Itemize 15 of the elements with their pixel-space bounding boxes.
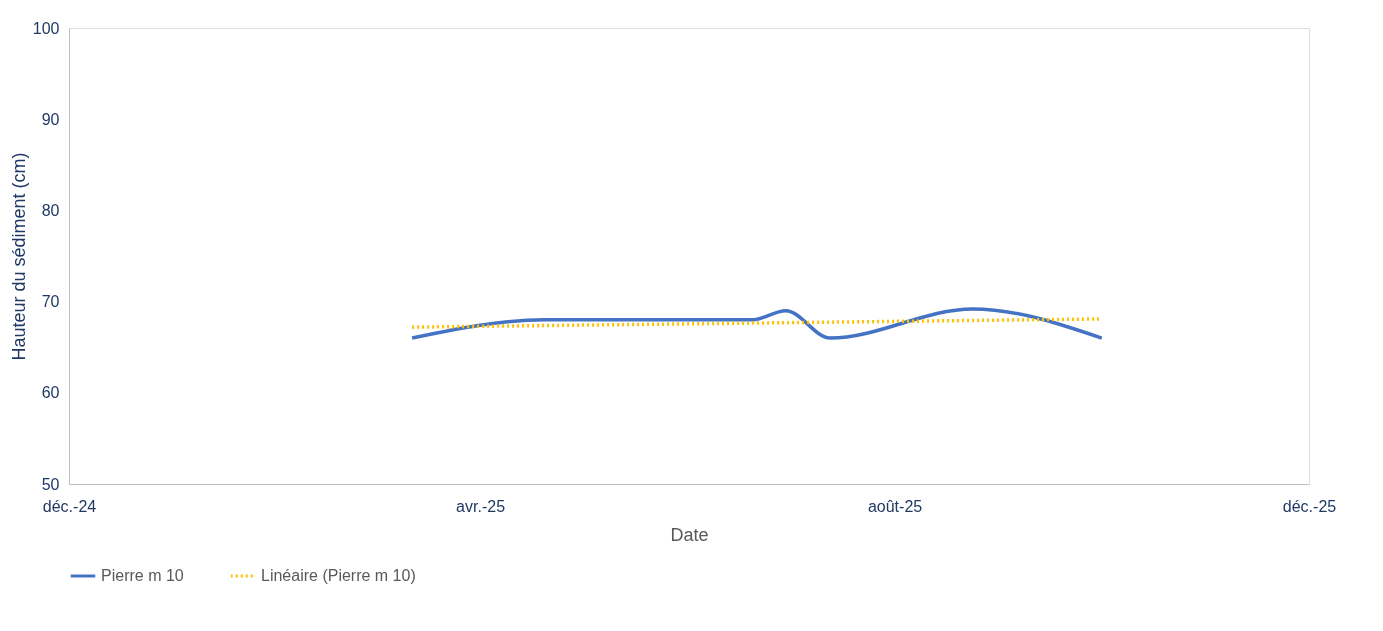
legend-label: Pierre m 10 bbox=[101, 567, 184, 584]
y-tick-label: 60 bbox=[41, 384, 60, 402]
x-tick-label: déc.-25 bbox=[1282, 497, 1337, 515]
y-tick-label: 90 bbox=[41, 110, 60, 128]
x-tick-label: août-25 bbox=[867, 497, 923, 515]
legend-label: Linéaire (Pierre m 10) bbox=[261, 567, 416, 584]
y-tick-label: 80 bbox=[41, 201, 60, 219]
y-tick-label: 70 bbox=[41, 293, 60, 311]
x-tick-label: avr.-25 bbox=[456, 497, 506, 515]
y-tick-label: 50 bbox=[41, 475, 60, 493]
y-tick-label: 100 bbox=[32, 19, 60, 37]
x-tick-label: déc.-24 bbox=[42, 497, 97, 515]
line-series bbox=[410, 307, 1104, 340]
y-axis-title: Hauteur du sédiment (cm) bbox=[8, 152, 29, 361]
x-axis-title: Date bbox=[670, 524, 709, 545]
